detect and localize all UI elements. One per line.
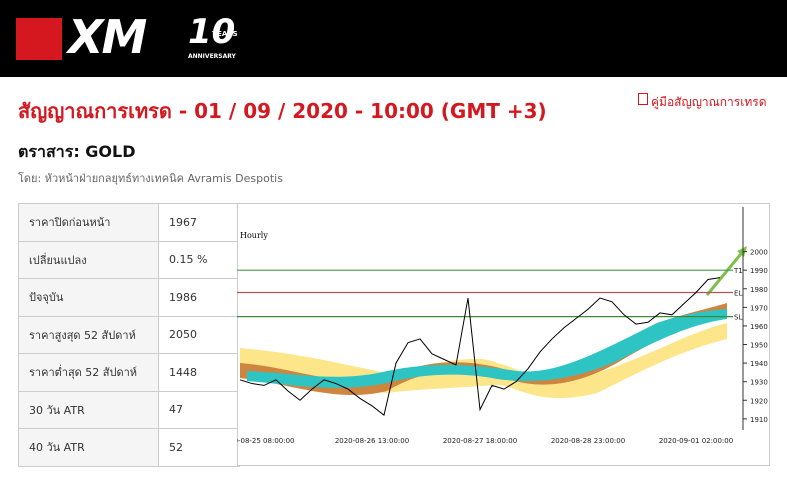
x-tick-label: 2020-09-01 02:00:00: [659, 437, 733, 445]
guide-link[interactable]: คู่มือสัญญาณการเทรด: [651, 95, 767, 109]
arrow-head: [737, 246, 747, 257]
level-label: SL: [734, 314, 742, 322]
x-tick-label: 2020-08-28 23:00:00: [551, 437, 625, 445]
logo-icon: [16, 18, 62, 60]
level-label: EL: [734, 289, 742, 297]
author: โดย: หัวหน้าฝ่ายกลยุทธ์ทางเทคนิค Avramis…: [18, 172, 283, 185]
label-cell: เปลี่ยนแปลง: [18, 240, 159, 279]
instrument: ตราสาร: GOLD: [18, 142, 136, 161]
value-cell: 52: [158, 428, 240, 467]
table-row: 30 วัน ATR 47: [18, 390, 240, 429]
table-row: 40 วัน ATR 52: [18, 428, 240, 467]
header: XM 10 YEARS ANNIVERSARY: [0, 0, 787, 77]
logo-badge: 10: [188, 12, 236, 52]
page-title: สัญญาณการเทรด - 01 / 09 / 2020 - 10:00 (…: [18, 99, 547, 123]
chart: Hourly 1910 1920 1930 1940 1950 1960 1970 1980 1…: [237, 203, 770, 466]
value-cell: 2050: [158, 315, 240, 354]
y-tick-label: 2000: [750, 249, 768, 257]
x-tick-label: 2020-08-27 18:00:00: [443, 437, 517, 445]
y-tick-label: 1940: [750, 360, 768, 368]
chart-title: Hourly: [240, 231, 268, 240]
value-cell: 1967: [158, 203, 240, 242]
label-cell: 30 วัน ATR: [18, 390, 159, 429]
target-arrow: [705, 248, 747, 296]
x-tick-label: 0-08-25 08:00:00: [237, 437, 294, 445]
label-cell: ปัจจุบัน: [18, 278, 159, 317]
y-tick-label: 1920: [750, 397, 768, 405]
logo[interactable]: XM: [68, 10, 147, 64]
price-line: [239, 277, 721, 417]
label-cell: 40 วัน ATR: [18, 428, 159, 467]
y-tick-label: 1980: [750, 286, 768, 294]
x-tick-label: 2020-08-26 13:00:00: [335, 437, 409, 445]
pdf-icon: [638, 93, 648, 105]
y-tick-label: 1950: [750, 342, 768, 350]
table-row: ราคาสูงสุด 52 สัปดาห์ 2050: [18, 315, 240, 354]
table-row: เปลี่ยนแปลง 0.15 %: [18, 240, 240, 279]
logo-badge-top: YEARS: [212, 30, 238, 38]
table-row: ราคาปิดก่อนหน้า 1967: [18, 203, 240, 242]
table-row: ปัจจุบัน 1986: [18, 278, 240, 317]
y-tick-label: 1970: [750, 304, 768, 312]
level-label: T1: [733, 267, 743, 275]
y-tick-label: 1930: [750, 379, 768, 387]
label-cell: ราคาต่ำสุด 52 สัปดาห์: [18, 353, 159, 392]
y-tick-label: 1990: [750, 267, 768, 275]
value-cell: 0.15 %: [158, 240, 240, 279]
table-row: ราคาต่ำสุด 52 สัปดาห์ 1448: [18, 353, 240, 392]
value-cell: 1986: [158, 278, 240, 317]
value-cell: 1448: [158, 353, 240, 392]
value-cell: 47: [158, 390, 240, 429]
info-table: ราคาปิดก่อนหน้า 1967 เปลี่ยนแปลง 0.15 % ปัจจ…: [18, 203, 240, 467]
label-cell: ราคาปิดก่อนหน้า: [18, 203, 159, 242]
chart-frame: [237, 203, 770, 466]
y-tick-label: 1910: [750, 416, 768, 424]
logo-badge-bottom: ANNIVERSARY: [188, 53, 236, 60]
label-cell: ราคาสูงสุด 52 สัปดาห์: [18, 315, 159, 354]
y-tick-label: 1960: [750, 323, 768, 331]
